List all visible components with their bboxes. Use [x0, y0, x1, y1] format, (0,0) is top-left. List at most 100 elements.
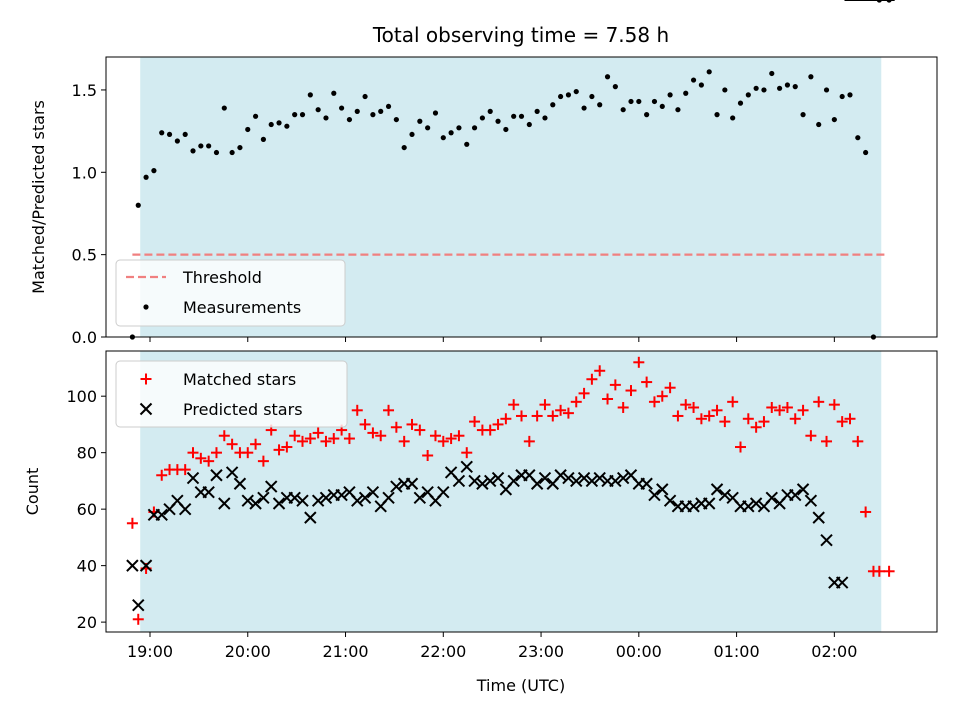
matched-star-point	[781, 401, 793, 413]
matched-star-point	[719, 416, 731, 428]
predicted-star-point	[577, 471, 591, 485]
measurement-point	[636, 98, 642, 105]
predicted-star-point	[218, 497, 231, 510]
matched-star-point	[218, 430, 230, 442]
predicted-star-point	[413, 491, 427, 505]
predicted-star-point	[687, 500, 700, 513]
ratio-panel: 0.0 0.5 1.0 1.5 Matched/Predicted stars Thr…	[29, 0, 938, 347]
measurement-point	[448, 130, 454, 136]
matched-star-point	[383, 404, 395, 416]
measurement-point	[690, 77, 697, 83]
legend-box	[115, 259, 346, 327]
measurement-point	[299, 112, 306, 118]
measurement-point	[385, 103, 392, 110]
predicted-star-point	[382, 491, 395, 505]
predicted-star-point	[585, 474, 599, 488]
matched-star-point	[461, 447, 473, 459]
count-y-axis-label: Count	[23, 468, 42, 516]
predicted-star-point	[507, 474, 520, 488]
measurement-point	[252, 113, 259, 119]
matched-star-point	[508, 399, 520, 411]
measurement-point	[816, 121, 822, 128]
predicted-star-point	[126, 559, 139, 572]
predicted-star-point	[609, 474, 622, 488]
measurement-point	[597, 102, 603, 108]
measurement-point	[213, 149, 220, 156]
matched-star-point	[828, 399, 840, 411]
predicted-star-point	[233, 477, 247, 490]
matched-star-point	[758, 416, 770, 428]
predicted-star-point	[703, 497, 716, 510]
predicted-star-point	[272, 497, 286, 510]
measurement-point	[354, 108, 360, 114]
legend-measurements-swatch	[143, 304, 149, 310]
matched-star-point	[873, 565, 885, 577]
ratio-panel-frame	[105, 56, 938, 338]
x-tick-label: 23:00	[518, 642, 564, 661]
measurement-point	[237, 144, 243, 151]
measurement-point	[315, 107, 321, 113]
matched-star-point	[414, 424, 426, 436]
measurement-point	[831, 116, 837, 123]
matched-star-point	[367, 427, 379, 439]
matched-star-point	[523, 435, 535, 447]
predicted-star-point	[554, 469, 567, 482]
measurement-point	[800, 112, 806, 118]
matched-star-point	[680, 399, 692, 411]
y-tick-label: 100	[66, 387, 97, 406]
matched-star-point	[727, 396, 739, 408]
y-tick-label: 20	[77, 613, 97, 632]
measurement-point	[307, 92, 313, 98]
measurement-point	[440, 135, 446, 141]
matched-star-point	[398, 435, 410, 447]
measurement-point	[229, 149, 235, 156]
measurement-point	[698, 82, 704, 88]
y-tick-label: 0.0	[72, 328, 97, 347]
predicted-star-point	[530, 477, 544, 490]
measurement-point	[479, 115, 485, 121]
matched-star-point	[516, 410, 527, 422]
predicted-star-point	[265, 480, 278, 493]
measurement-point	[245, 126, 251, 133]
matched-star-point	[695, 413, 707, 425]
matched-star-point	[375, 430, 387, 442]
predicted-star-point	[765, 491, 778, 505]
matched-star-point	[156, 469, 168, 481]
matched-star-point	[734, 441, 746, 453]
matched-star-point	[257, 455, 269, 467]
measurement-point	[745, 92, 751, 98]
matched-star-point	[883, 565, 895, 577]
measurement-point	[792, 84, 798, 90]
measurement-point	[683, 90, 689, 96]
predicted-star-point	[742, 500, 755, 513]
predicted-star-point	[304, 511, 317, 524]
measurement-point	[847, 92, 853, 98]
x-axis-label: Time (UTC)	[476, 676, 565, 695]
predicted-star-point	[366, 485, 380, 499]
measurement-point	[808, 74, 814, 80]
x-tick-label: 22:00	[420, 642, 466, 661]
measurement-point	[776, 85, 783, 91]
matched-star-point	[813, 396, 825, 408]
matched-star-point	[406, 418, 418, 430]
measurement-point	[432, 110, 439, 116]
matched-star-point	[453, 430, 465, 442]
measurement-point	[339, 105, 345, 111]
measurement-point	[706, 69, 712, 75]
predicted-star-point	[319, 491, 333, 505]
measurement-point	[823, 87, 830, 93]
measurement-point	[221, 105, 227, 111]
predicted-star-point	[225, 466, 239, 479]
measurement-point	[589, 93, 595, 100]
predicted-star-point	[804, 494, 818, 507]
matched-star-point	[531, 410, 543, 422]
predicted-star-point	[210, 469, 223, 482]
predicted-star-point	[796, 483, 810, 496]
matched-star-point	[242, 447, 254, 459]
matched-star-point	[250, 438, 262, 450]
legend-predicted-swatch	[139, 402, 153, 416]
matched-star-point	[766, 401, 778, 413]
predicted-star-point	[139, 559, 153, 572]
predicted-star-point	[812, 511, 825, 524]
measurement-point	[855, 135, 861, 141]
